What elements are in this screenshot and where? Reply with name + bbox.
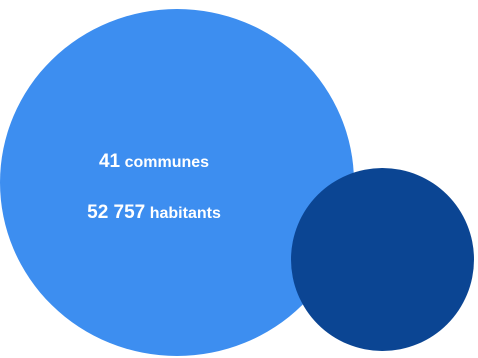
habitants-line: 52 757 habitants: [30, 201, 278, 226]
stats-text: 41 communes 52 757 habitants: [30, 150, 278, 226]
large-bubble: [0, 9, 354, 356]
habitants-label: habitants: [149, 205, 221, 222]
communes-label: communes: [124, 154, 210, 171]
small-bubble: [291, 168, 474, 351]
communes-line: 41 communes: [30, 150, 278, 175]
communes-value: 41: [98, 151, 121, 172]
habitants-value: 52 757: [87, 202, 146, 223]
